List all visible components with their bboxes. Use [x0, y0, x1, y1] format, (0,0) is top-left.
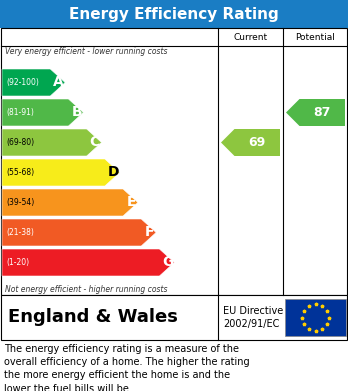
Text: B: B — [71, 106, 82, 120]
Text: Current: Current — [234, 32, 268, 41]
Text: (1-20): (1-20) — [6, 258, 29, 267]
Polygon shape — [2, 159, 120, 186]
Text: C: C — [90, 136, 100, 149]
Text: Energy Efficiency Rating: Energy Efficiency Rating — [69, 7, 279, 22]
Text: 2002/91/EC: 2002/91/EC — [223, 319, 279, 329]
Text: A: A — [53, 75, 64, 90]
Polygon shape — [2, 129, 102, 156]
Text: E: E — [126, 196, 136, 210]
Text: G: G — [162, 255, 173, 269]
Polygon shape — [2, 69, 65, 96]
Text: (81-91): (81-91) — [6, 108, 34, 117]
Text: (39-54): (39-54) — [6, 198, 34, 207]
Text: Very energy efficient - lower running costs: Very energy efficient - lower running co… — [5, 47, 167, 57]
Bar — [0, 0, 348, 28]
Polygon shape — [221, 129, 280, 156]
Text: Potential: Potential — [295, 32, 335, 41]
Text: 87: 87 — [314, 106, 331, 119]
Polygon shape — [2, 99, 83, 126]
Text: (92-100): (92-100) — [6, 78, 39, 87]
Bar — [1, 28, 347, 295]
Polygon shape — [2, 219, 156, 246]
Text: (69-80): (69-80) — [6, 138, 34, 147]
Text: 69: 69 — [248, 136, 266, 149]
Text: The energy efficiency rating is a measure of the
overall efficiency of a home. T: The energy efficiency rating is a measur… — [4, 344, 250, 391]
Bar — [1, 295, 347, 340]
Text: EU Directive: EU Directive — [223, 306, 283, 316]
Text: Not energy efficient - higher running costs: Not energy efficient - higher running co… — [5, 285, 167, 294]
Polygon shape — [2, 189, 138, 216]
Text: F: F — [145, 226, 154, 240]
Polygon shape — [286, 99, 345, 126]
Text: (21-38): (21-38) — [6, 228, 34, 237]
Text: England & Wales: England & Wales — [8, 308, 178, 326]
Polygon shape — [2, 249, 174, 276]
Text: D: D — [107, 165, 119, 179]
Bar — [285, 299, 346, 336]
Text: (55-68): (55-68) — [6, 168, 34, 177]
